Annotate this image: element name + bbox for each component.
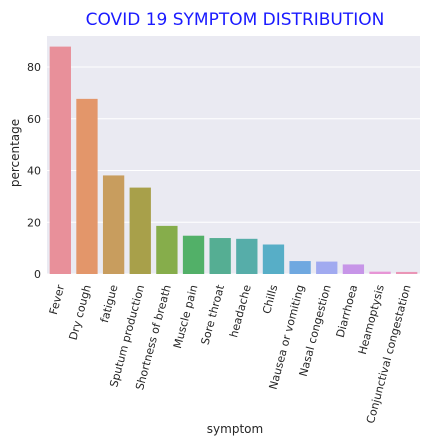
bar <box>76 98 98 275</box>
bar <box>129 187 151 274</box>
y-axis-label: percentage <box>8 119 22 187</box>
y-tick-label: 0 <box>34 268 41 281</box>
bar <box>342 264 365 274</box>
bar <box>396 271 418 274</box>
x-tick-label: Diarrhoea <box>334 283 361 339</box>
x-tick-label: Dry cough <box>67 283 94 341</box>
bar <box>156 225 178 274</box>
y-tick-labels: 0 20 40 60 80 <box>27 61 41 281</box>
bar <box>289 261 311 274</box>
bar <box>182 235 205 274</box>
bars <box>49 46 418 275</box>
bar <box>369 271 391 274</box>
x-axis-label: symptom <box>207 422 263 436</box>
bar <box>316 261 338 274</box>
bar <box>209 238 231 274</box>
bar <box>49 46 71 274</box>
bar <box>262 244 285 274</box>
x-tick-label: Chills <box>260 283 280 315</box>
chart-title: COVID 19 SYMPTOM DISTRIBUTION <box>86 10 385 30</box>
x-tick-label: Muscle pain <box>171 283 200 349</box>
y-tick-label: 20 <box>27 216 41 229</box>
bar <box>236 238 258 274</box>
x-tick-label: Sore throat <box>199 283 228 347</box>
y-tick-label: 60 <box>27 113 41 126</box>
bar <box>102 175 125 274</box>
x-tick-label: fatigue <box>98 283 121 324</box>
x-tick-label: Fever <box>47 283 68 316</box>
y-tick-label: 80 <box>27 61 41 74</box>
y-tick-label: 40 <box>27 165 41 178</box>
x-tick-label: headache <box>227 283 254 339</box>
x-tick-label: Heamoptysis <box>356 283 387 356</box>
